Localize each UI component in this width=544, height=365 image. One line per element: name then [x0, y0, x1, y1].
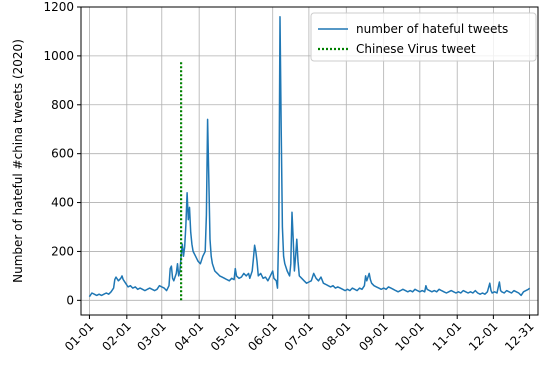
y-tick-label: 0: [66, 293, 74, 307]
plot-frame: [80, 6, 539, 316]
series-line-0: [88, 16, 531, 298]
y-axis-label: Number of hateful #china tweets (2020): [11, 39, 25, 283]
y-tick-label: 200: [51, 244, 74, 258]
y-tick-label: 400: [51, 196, 74, 210]
series-group: [88, 16, 531, 301]
y-tick-label: 1000: [43, 49, 74, 63]
y-tick-label: 800: [51, 98, 74, 112]
legend: number of hateful tweets Chinese Virus t…: [310, 12, 537, 62]
y-tick-label: 1200: [43, 0, 74, 14]
legend-label-chinese-virus-tweet: Chinese Virus tweet: [356, 42, 476, 56]
y-axis: 0 200 400 600 800 1000 1200: [43, 0, 81, 307]
grid: [81, 6, 538, 315]
legend-label-hateful-tweets: number of hateful tweets: [356, 22, 508, 36]
y-tick-label: 600: [51, 147, 74, 161]
legend-box: [310, 12, 537, 62]
